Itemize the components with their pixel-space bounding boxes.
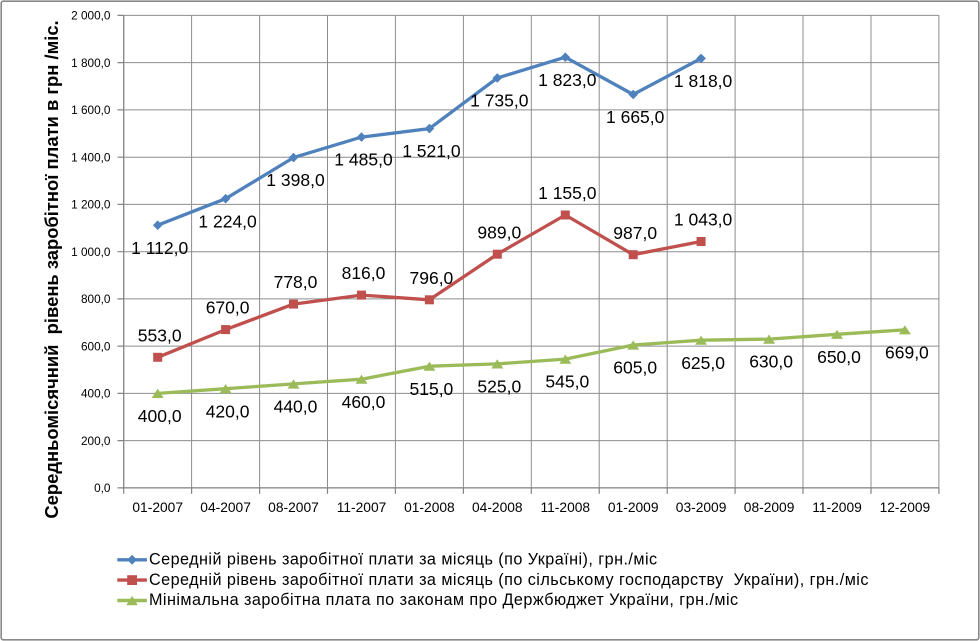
svg-text:420,0: 420,0 (206, 401, 250, 421)
svg-text:1 818,0: 1 818,0 (674, 71, 733, 91)
svg-text:0,0: 0,0 (94, 481, 111, 495)
svg-text:1 155,0: 1 155,0 (538, 183, 597, 203)
svg-text:1 000,0: 1 000,0 (71, 245, 111, 259)
svg-text:778,0: 778,0 (274, 272, 318, 292)
svg-text:200,0: 200,0 (81, 434, 111, 448)
svg-text:987,0: 987,0 (613, 223, 657, 243)
svg-text:440,0: 440,0 (274, 397, 318, 417)
svg-text:400,0: 400,0 (138, 406, 182, 426)
svg-text:1 823,0: 1 823,0 (538, 70, 597, 90)
svg-text:1 398,0: 1 398,0 (266, 170, 325, 190)
svg-text:1 735,0: 1 735,0 (470, 91, 529, 111)
svg-text:553,0: 553,0 (138, 325, 182, 345)
svg-text:03-2009: 03-2009 (676, 500, 727, 515)
svg-text:11-2009: 11-2009 (812, 500, 862, 515)
svg-text:04-2008: 04-2008 (472, 500, 523, 515)
svg-text:08-2009: 08-2009 (744, 500, 795, 515)
svg-text:1 800,0: 1 800,0 (71, 56, 111, 70)
svg-text:605,0: 605,0 (613, 358, 657, 378)
svg-text:11-2007: 11-2007 (337, 500, 387, 515)
svg-text:800,0: 800,0 (81, 292, 111, 306)
svg-text:460,0: 460,0 (342, 392, 386, 412)
svg-text:1 665,0: 1 665,0 (606, 107, 665, 127)
svg-text:400,0: 400,0 (81, 387, 111, 401)
svg-text:816,0: 816,0 (342, 263, 386, 283)
svg-text:1 400,0: 1 400,0 (71, 150, 111, 164)
svg-text:1 224,0: 1 224,0 (198, 211, 257, 231)
svg-text:669,0: 669,0 (885, 342, 929, 362)
svg-text:04-2007: 04-2007 (200, 500, 251, 515)
svg-text:Середньомісячний рівень зароб: Середньомісячний рівень заробітної плати… (41, 20, 62, 518)
svg-text:1 112,0: 1 112,0 (131, 238, 188, 258)
svg-text:12-2009: 12-2009 (880, 500, 931, 515)
svg-text:1 600,0: 1 600,0 (71, 103, 111, 117)
svg-text:1 200,0: 1 200,0 (71, 198, 111, 212)
svg-text:545,0: 545,0 (545, 372, 589, 392)
svg-text:Мінімальна заробітна плата по: Мінімальна заробітна плата по законам пр… (149, 591, 739, 609)
svg-text:Середній рівень заробітної пла: Середній рівень заробітної плати за міся… (149, 551, 658, 569)
svg-text:Середній рівень заробітної пла: Середній рівень заробітної плати за міся… (149, 571, 869, 589)
svg-text:630,0: 630,0 (749, 352, 793, 372)
svg-text:11-2008: 11-2008 (540, 500, 590, 515)
svg-text:650,0: 650,0 (817, 347, 861, 367)
svg-text:01-2007: 01-2007 (132, 500, 183, 515)
svg-text:796,0: 796,0 (410, 268, 454, 288)
svg-text:1 485,0: 1 485,0 (334, 150, 393, 170)
svg-text:01-2009: 01-2009 (608, 500, 659, 515)
svg-text:625,0: 625,0 (681, 353, 725, 373)
svg-text:989,0: 989,0 (477, 222, 521, 242)
svg-text:01-2008: 01-2008 (404, 500, 455, 515)
svg-text:08-2007: 08-2007 (268, 500, 319, 515)
svg-text:2 000,0: 2 000,0 (71, 9, 111, 23)
svg-text:670,0: 670,0 (206, 298, 250, 318)
svg-text:515,0: 515,0 (410, 379, 454, 399)
svg-text:525,0: 525,0 (477, 377, 521, 397)
svg-text:1 521,0: 1 521,0 (402, 141, 461, 161)
svg-text:600,0: 600,0 (81, 339, 111, 353)
svg-text:1 043,0: 1 043,0 (674, 210, 733, 230)
